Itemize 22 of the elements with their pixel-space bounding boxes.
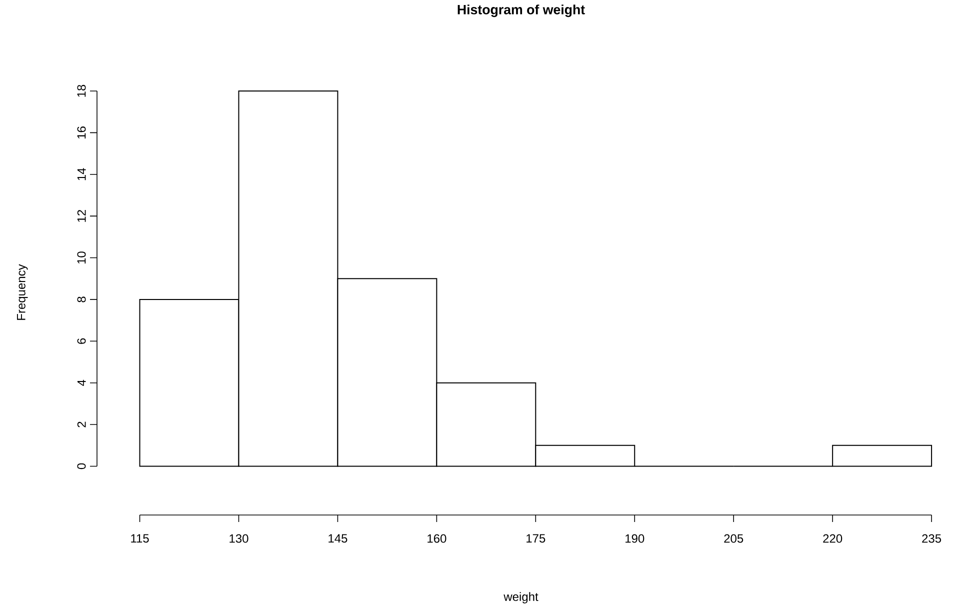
- x-tick-label: 130: [230, 534, 248, 543]
- x-tick-label: 115: [131, 534, 149, 543]
- y-axis-title: Frequency: [17, 264, 28, 320]
- x-tick-label: 220: [823, 534, 842, 543]
- y-tick-label: 4: [77, 380, 86, 386]
- y-tick-label: 16: [77, 126, 86, 138]
- y-tick-label: 18: [77, 84, 86, 97]
- y-tick-label: 2: [77, 422, 86, 428]
- x-tick-label: 190: [626, 534, 644, 543]
- x-tick-label: 160: [428, 534, 446, 543]
- y-tick-label: 0: [77, 463, 86, 470]
- x-tick-label: 235: [922, 534, 942, 543]
- x-axis-title: weight: [504, 592, 538, 604]
- chart-title: Histogram of weight: [458, 4, 585, 18]
- y-tick-label: 8: [77, 296, 86, 302]
- y-tick-label: 14: [77, 168, 86, 180]
- x-tick-label: 145: [328, 534, 348, 543]
- x-tick-label: 175: [526, 534, 546, 543]
- y-tick-label: 10: [77, 252, 86, 264]
- y-tick-label: 12: [77, 210, 86, 222]
- x-tick-label: 205: [724, 534, 744, 543]
- y-tick-label: 6: [77, 338, 86, 344]
